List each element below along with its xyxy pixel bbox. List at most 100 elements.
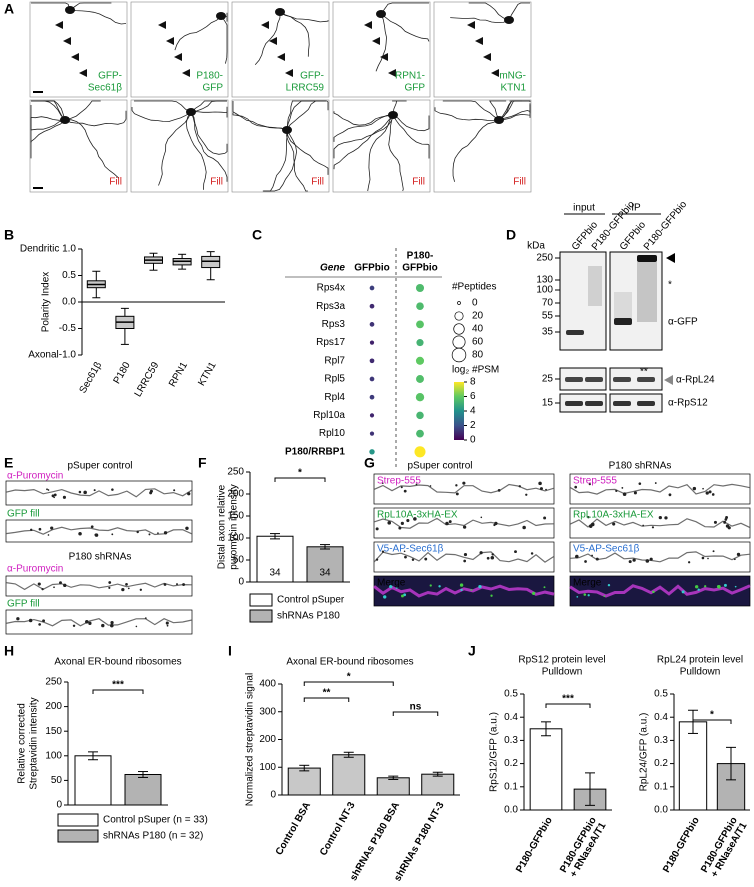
neurite	[392, 114, 430, 159]
y-tick-label: 0.5	[62, 270, 76, 281]
significance-label: *	[298, 468, 302, 479]
arrowhead	[372, 37, 380, 45]
arrowhead	[63, 37, 71, 45]
fill-label: Fill	[513, 177, 526, 188]
neurite	[190, 111, 228, 182]
puncta	[733, 558, 736, 561]
puncta	[63, 583, 67, 588]
band	[637, 377, 655, 382]
chart-title: RpS12 protein level	[518, 655, 605, 666]
channel-label: RpL10A-3xHA-EX	[377, 510, 458, 521]
gene-label: Rps4x	[317, 283, 345, 294]
image-strip	[569, 575, 751, 607]
puncta	[622, 492, 627, 496]
soma	[282, 126, 292, 134]
y-tick-label: 100	[259, 762, 276, 773]
puncta	[381, 550, 385, 553]
puncta	[713, 520, 717, 524]
y-tick-label: 0.0	[504, 805, 518, 816]
puncta	[101, 623, 105, 628]
puncta	[381, 482, 384, 485]
puncta	[518, 485, 521, 488]
marker-label: Sec61β	[88, 83, 122, 94]
gene-label: Rpl10a	[313, 410, 345, 421]
legend-label: 80	[472, 350, 484, 361]
puncta	[406, 518, 410, 523]
puncta	[51, 494, 55, 498]
box	[201, 255, 221, 269]
puncta	[590, 522, 595, 527]
puncta	[41, 588, 44, 591]
gene-label: Rps3a	[316, 301, 345, 312]
neurite	[174, 15, 222, 51]
puncta	[136, 530, 139, 534]
y-axis-label: Normalized streptavidin signal	[245, 673, 256, 806]
dot	[414, 446, 426, 458]
puncta	[90, 525, 94, 529]
legend-size	[453, 323, 465, 335]
x-tick-label: P180	[112, 360, 133, 386]
neurite	[333, 114, 394, 159]
significance-label: *	[710, 710, 714, 721]
puncta	[62, 495, 66, 499]
band	[637, 262, 657, 322]
y-tick-label: 150	[45, 726, 62, 737]
neurite	[286, 129, 329, 175]
puncta	[603, 595, 606, 597]
y-tick-label: 0.3	[654, 735, 668, 746]
x-tick-label: KTN1	[196, 360, 219, 388]
y-tick-label: 0.0	[62, 297, 76, 308]
arrowhead	[491, 69, 499, 77]
ladder-label: 70	[542, 298, 554, 309]
soma	[494, 116, 504, 124]
puncta	[615, 489, 618, 492]
puncta	[429, 584, 432, 587]
chart-title: Axonal ER-bound ribosomes	[286, 657, 413, 668]
image-strip	[569, 541, 751, 573]
channel-label: Merge	[377, 578, 406, 589]
puncta	[111, 533, 114, 536]
puncta	[93, 489, 96, 492]
puncta	[30, 528, 33, 531]
puncta	[415, 483, 418, 486]
axon-signal	[569, 483, 751, 495]
legend-label: 0	[472, 298, 478, 309]
puncta	[497, 489, 501, 492]
puncta	[702, 487, 704, 490]
puncta	[400, 521, 404, 525]
bar	[332, 754, 366, 796]
puncta	[463, 552, 468, 557]
antibody-label: α-RpS12	[668, 398, 708, 409]
soma	[504, 16, 514, 24]
significance-bracket	[392, 711, 439, 716]
puncta	[42, 619, 45, 623]
dot	[416, 429, 424, 438]
axon-signal	[5, 618, 193, 627]
arrowhead	[174, 53, 182, 61]
puncta	[658, 516, 662, 520]
puncta	[591, 554, 594, 557]
y-tick-label: -0.5	[59, 323, 77, 334]
dot	[369, 358, 375, 364]
ladder-label: 130	[536, 275, 553, 286]
condition-title: pSuper control	[67, 461, 132, 472]
puncta	[59, 581, 62, 585]
neurite	[220, 12, 228, 22]
puncta	[587, 516, 590, 519]
neurite	[69, 9, 127, 25]
puncta	[46, 488, 48, 491]
puncta	[127, 587, 130, 590]
puncta	[668, 493, 672, 497]
neurite	[158, 111, 192, 186]
puncta	[38, 527, 42, 531]
marker-label: RPN1-	[395, 71, 425, 82]
dot	[369, 322, 375, 327]
puncta	[88, 621, 92, 625]
channel-label: α-Puromycin	[7, 471, 63, 482]
legend-swatch	[57, 813, 99, 827]
puncta	[704, 585, 707, 588]
puncta	[135, 625, 138, 628]
neurite	[31, 2, 71, 11]
micrograph	[130, 1, 229, 98]
